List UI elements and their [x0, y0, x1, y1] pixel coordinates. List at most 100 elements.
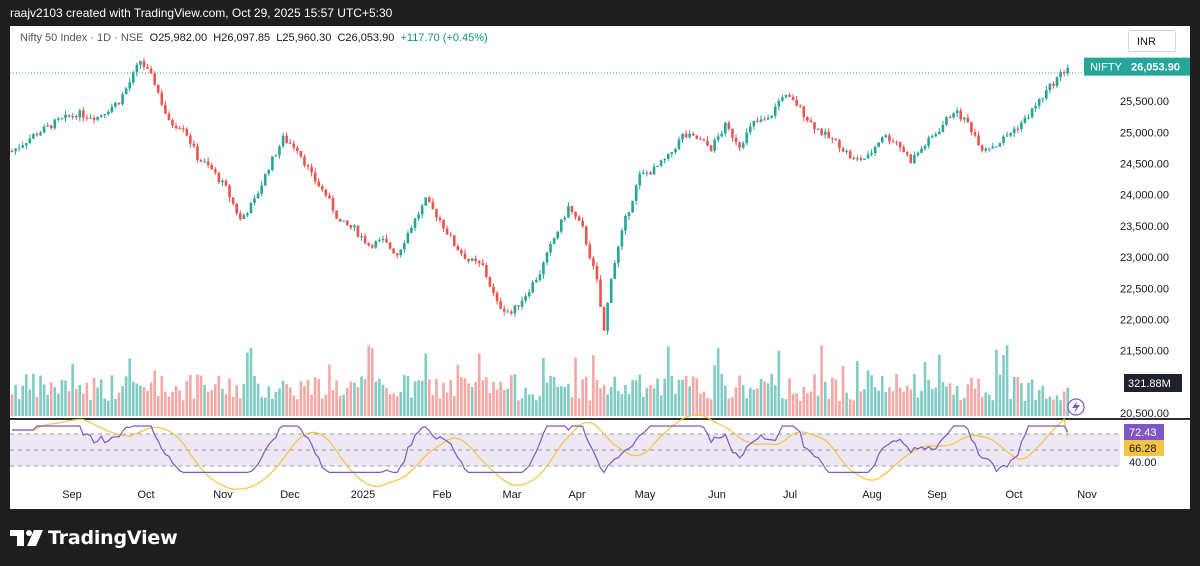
candle-body — [834, 138, 838, 140]
candle-body — [299, 150, 303, 157]
volume-bar — [998, 374, 1002, 416]
volume-bar — [481, 380, 485, 416]
volume-bar — [588, 400, 592, 416]
volume-bar — [713, 365, 716, 416]
candle-body — [752, 120, 756, 127]
candle-body — [770, 115, 773, 118]
volume-bar — [1034, 399, 1037, 416]
volume-bar — [645, 388, 649, 416]
volume-bar — [53, 387, 57, 416]
candle-body — [181, 128, 185, 130]
chart-area[interactable]: Nifty 50 Index · 1D · NSE O25,982.00 H26… — [10, 26, 1190, 509]
volume-bar — [977, 378, 980, 416]
candle-body — [485, 265, 488, 277]
candle-body — [620, 230, 624, 247]
candle-body — [82, 110, 85, 118]
candle-body — [103, 114, 107, 116]
candle-body — [995, 146, 998, 148]
candle-body — [281, 135, 285, 147]
candle-body — [310, 166, 313, 173]
candle-body — [634, 185, 638, 201]
volume-bar — [342, 394, 345, 416]
volume-bar — [246, 352, 249, 416]
volume-bar — [328, 364, 331, 416]
volume-bar — [374, 381, 378, 416]
candle-body — [684, 133, 688, 138]
volume-bar — [292, 395, 296, 416]
candle-body — [71, 116, 74, 118]
time-axis-label: Oct — [137, 489, 154, 501]
volume-bar — [731, 397, 734, 416]
volume-bar — [831, 377, 834, 416]
volume-bar — [802, 386, 806, 416]
volume-bar — [535, 400, 538, 416]
rsi-tag-bg — [1124, 424, 1164, 440]
volume-bar — [103, 398, 107, 416]
volume-bar — [281, 380, 285, 416]
volume-bar — [353, 382, 356, 416]
volume-bar — [110, 375, 114, 416]
tradingview-logo[interactable]: TradingView — [10, 526, 178, 550]
candle-body — [1012, 128, 1016, 134]
candle-body — [574, 211, 577, 217]
candle-body — [556, 231, 559, 239]
volume-bar — [706, 398, 709, 416]
volume-bar — [1066, 387, 1070, 416]
candle-body — [659, 160, 663, 166]
candle-body — [214, 169, 217, 173]
volume-bar — [1002, 355, 1005, 416]
volume-bar — [945, 386, 948, 416]
candle-body — [795, 99, 798, 106]
candle-body — [499, 301, 502, 309]
volume-bar — [1005, 345, 1009, 416]
candle-body — [288, 142, 292, 144]
volume-bar — [595, 379, 599, 416]
candle-body — [677, 139, 681, 150]
lightning-icon[interactable] — [1067, 398, 1085, 416]
volume-bar — [485, 377, 488, 416]
volume-bar — [60, 379, 64, 416]
candle-body — [873, 147, 877, 154]
open-value: 25,982.00 — [158, 32, 208, 44]
candle-body — [17, 147, 21, 149]
candle-body — [39, 132, 42, 136]
time-axis-label: Nov — [213, 489, 233, 501]
candle-body — [720, 133, 724, 137]
candle-body — [713, 139, 716, 151]
volume-bar — [424, 353, 428, 416]
rsi-ma-tag: 66.28 — [1129, 443, 1157, 455]
volume-bar — [538, 396, 542, 416]
candle-body — [185, 128, 189, 136]
volume-bar — [656, 378, 659, 416]
volume-bar — [970, 377, 973, 416]
price-axis-label: 20,500.00 — [1120, 408, 1169, 420]
volume-bar — [584, 376, 588, 416]
volume-bar — [506, 388, 510, 416]
candle-body — [367, 243, 370, 246]
candle-body — [584, 226, 588, 245]
currency-button[interactable]: INR — [1128, 30, 1176, 52]
candle-body — [410, 227, 413, 233]
candle-body — [930, 136, 934, 138]
candle-body — [328, 195, 331, 199]
volume-bar — [542, 357, 545, 416]
volume-bar — [642, 396, 645, 416]
candle-body — [609, 279, 613, 303]
candle-body — [745, 132, 749, 144]
candle-body — [802, 106, 806, 118]
volume-bar — [856, 361, 859, 416]
volume-bar — [581, 379, 584, 416]
price-chart[interactable]: 26,000.0025,500.0025,000.0024,500.0024,0… — [10, 26, 1190, 509]
volume-bar — [913, 374, 916, 416]
candle-body — [588, 244, 592, 259]
candle-body — [110, 106, 114, 112]
volume-bar — [527, 394, 531, 416]
candle-body — [131, 72, 135, 83]
volume-bar — [891, 391, 895, 416]
volume-bar — [980, 397, 984, 416]
candle-body — [395, 253, 399, 256]
volume-bar — [659, 395, 663, 416]
candle-body — [238, 213, 242, 220]
volume-bar — [895, 373, 898, 416]
candle-body — [909, 154, 913, 164]
